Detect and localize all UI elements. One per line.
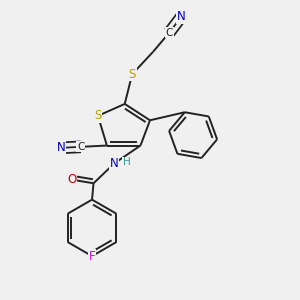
Text: F: F xyxy=(89,250,95,262)
Text: O: O xyxy=(68,173,77,186)
Text: C: C xyxy=(166,28,173,38)
Text: S: S xyxy=(94,109,102,122)
Text: N: N xyxy=(110,157,119,170)
Text: H: H xyxy=(123,158,131,167)
Text: C: C xyxy=(77,142,85,152)
Text: S: S xyxy=(128,68,136,81)
Text: N: N xyxy=(177,10,186,23)
Text: N: N xyxy=(56,141,65,154)
